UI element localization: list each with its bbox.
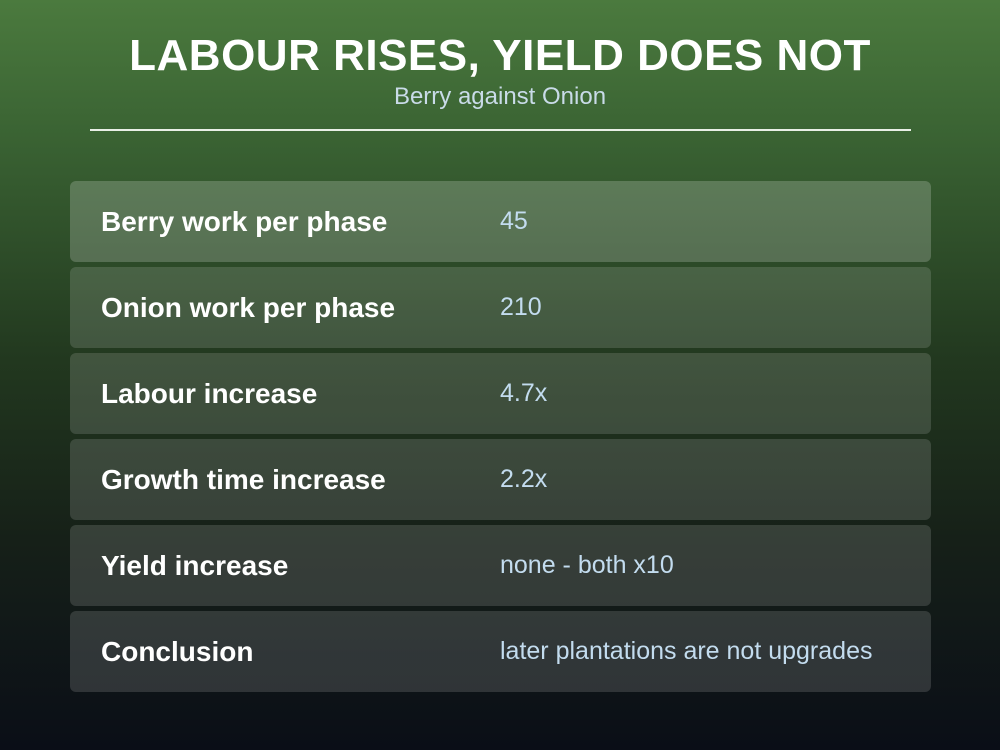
row-value: 2.2x — [500, 465, 548, 493]
row-label: Conclusion — [101, 635, 254, 667]
page-subtitle: Berry against Onion — [393, 83, 607, 110]
table-row: Yield increase none - both x10 — [70, 525, 931, 606]
row-value: later plantations are not upgrades — [500, 637, 873, 665]
table-row: Onion work per phase 210 — [70, 267, 931, 348]
table-row: Conclusion later plantations are not upg… — [70, 611, 931, 692]
row-value: 45 — [500, 207, 528, 235]
title-divider — [90, 129, 911, 131]
table-row: Growth time increase 2.2x — [70, 439, 931, 520]
row-value: none - both x10 — [500, 551, 674, 579]
row-label: Labour increase — [101, 377, 318, 409]
row-label: Berry work per phase — [101, 205, 388, 237]
table-row: Berry work per phase 45 — [70, 181, 931, 262]
row-label: Onion work per phase — [101, 291, 396, 323]
row-value: 210 — [500, 293, 542, 321]
comparison-table: Berry work per phase 45 Onion work per p… — [70, 181, 931, 697]
page-title: LABOUR RISES, YIELD DOES NOT — [129, 31, 871, 80]
row-value: 4.7x — [500, 379, 548, 407]
table-row: Labour increase 4.7x — [70, 353, 931, 434]
row-label: Yield increase — [101, 549, 289, 581]
row-label: Growth time increase — [101, 463, 386, 495]
